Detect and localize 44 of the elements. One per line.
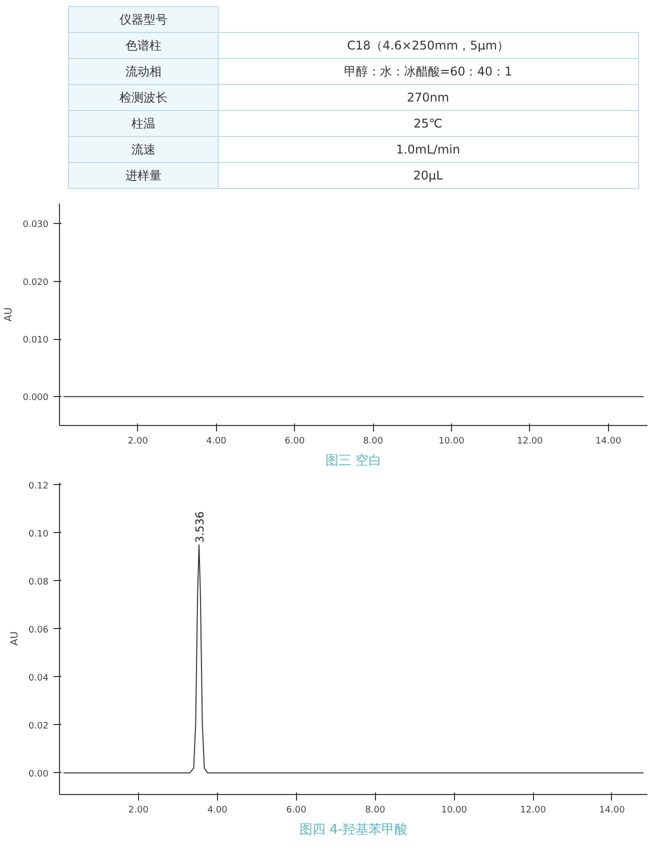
y-tick-label: 0.030 [22,220,49,230]
x-tick-label: 14.00 [599,806,626,816]
x-tick-label: 12.00 [517,436,544,446]
x-tick-label: 12.00 [520,806,546,816]
x-tick-label: 10.00 [438,436,465,446]
x-tick-label: 6.00 [284,436,305,446]
x-tick-label: 8.00 [363,436,384,446]
y-tick-label: 0.00 [28,769,49,780]
y-tick-label: 0.08 [28,577,49,588]
category-label: 检测波长 [119,90,168,104]
text: 270nm [406,90,450,104]
text: 1.0mL/min [396,142,460,156]
annotation: 3.536 [194,511,207,543]
y-tick-label: 0.020 [22,278,49,288]
category-label: 流速 [131,142,156,156]
category-label: 柱温 [131,116,156,130]
x-tick-label: 6.00 [286,806,307,816]
y-axis-title: AU [9,631,20,646]
y-tick-label: 0.10 [28,529,49,540]
y-tick-label: 0.12 [28,481,49,492]
x-tick-label: 8.00 [365,806,386,816]
text: 20μL [413,168,443,182]
y-tick-label: 0.010 [22,336,49,346]
x-tick-label: 14.00 [595,436,622,446]
category-label: 仪器型号 [119,12,168,26]
text: 25℃ [414,116,442,130]
text: 图三 空白 [325,454,382,468]
x-tick-label: 4.00 [206,436,227,446]
text: 甲醇：水：冰醋酸=60：40：1 [344,64,512,78]
x-tick-label: 2.00 [128,806,149,816]
y-tick-label: 0.04 [28,673,49,684]
y-tick-label: 0.000 [22,393,49,404]
category-label: 进样量 [125,168,162,182]
y-tick-label: 0.06 [28,625,49,636]
category-label: 色谱柱 [125,38,162,52]
y-axis-title: AU [4,307,15,322]
x-tick-label: 10.00 [441,806,468,816]
text: 图四 4-羟基苯甲酸 [299,822,408,838]
category-label: 流动相 [125,64,162,78]
text: C18（4.6×250mm，5μm） [346,38,510,52]
x-tick-label: 4.00 [207,806,228,816]
line-series [62,544,644,774]
x-tick-label: 2.00 [128,436,148,446]
y-tick-label: 0.02 [28,721,49,732]
